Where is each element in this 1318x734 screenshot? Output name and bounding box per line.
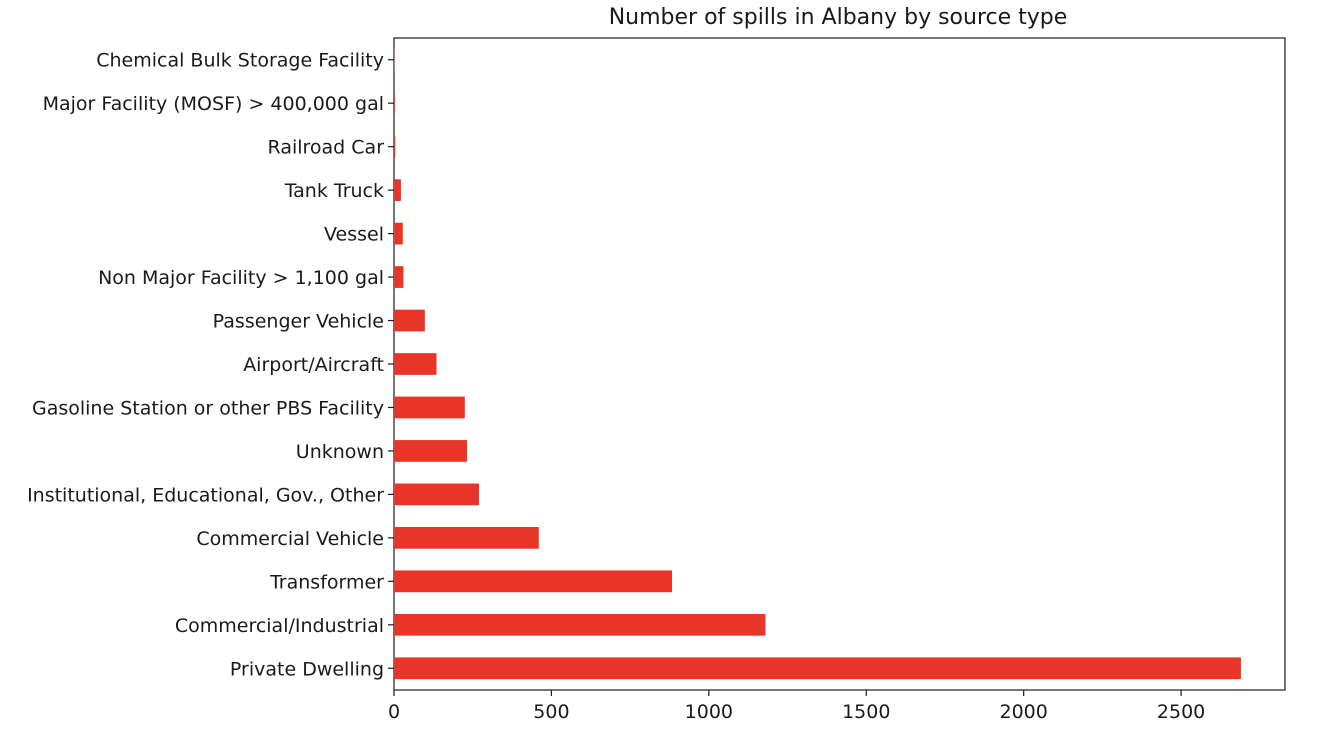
x-tick-label: 1500: [842, 701, 890, 723]
y-tick-label: Transformer: [269, 571, 384, 593]
y-tick-label: Vessel: [324, 224, 384, 246]
bar: [394, 309, 425, 332]
y-tick-label: Institutional, Educational, Gov., Other: [27, 484, 384, 506]
bar: [394, 135, 396, 158]
bar: [394, 440, 468, 462]
bar: [394, 179, 401, 201]
y-tick-label: Passenger Vehicle: [213, 311, 384, 333]
bar: [394, 527, 539, 549]
y-tick-label: Chemical Bulk Storage Facility: [96, 50, 384, 72]
y-tick-label: Railroad Car: [268, 137, 385, 159]
bar: [394, 353, 437, 375]
chart-title: Number of spills in Albany by source typ…: [609, 5, 1068, 30]
x-tick-label: 2000: [1000, 701, 1048, 723]
y-tick-label: Tank Truck: [284, 180, 384, 202]
x-tick-label: 2500: [1157, 701, 1205, 723]
bar: [394, 92, 395, 115]
bar: [394, 396, 465, 419]
y-tick-label: Gasoline Station or other PBS Facility: [32, 397, 384, 419]
bar: [394, 266, 404, 288]
y-tick-label: Major Facility (MOSF) > 400,000 gal: [43, 93, 384, 115]
bar: [394, 483, 480, 506]
bar: [394, 657, 1241, 680]
x-tick-label: 0: [388, 701, 400, 723]
y-tick-label: Non Major Facility > 1,100 gal: [98, 267, 384, 289]
x-tick-label: 1000: [685, 701, 733, 723]
x-axis: 0 500 1000 1500 2000 2500: [388, 690, 1205, 723]
y-axis: Private Dwelling Commercial/Industrial Tra…: [27, 50, 394, 680]
bar: [394, 613, 766, 636]
bar: [394, 570, 673, 593]
y-tick-label: Commercial Vehicle: [196, 528, 384, 550]
y-tick-label: Private Dwelling: [230, 658, 384, 680]
x-tick-label: 500: [533, 701, 569, 723]
y-tick-label: Airport/Aircraft: [243, 354, 384, 376]
bar: [394, 222, 403, 245]
y-tick-label: Unknown: [296, 441, 384, 463]
bars-group: [394, 48, 1241, 680]
y-tick-label: Commercial/Industrial: [175, 615, 384, 637]
